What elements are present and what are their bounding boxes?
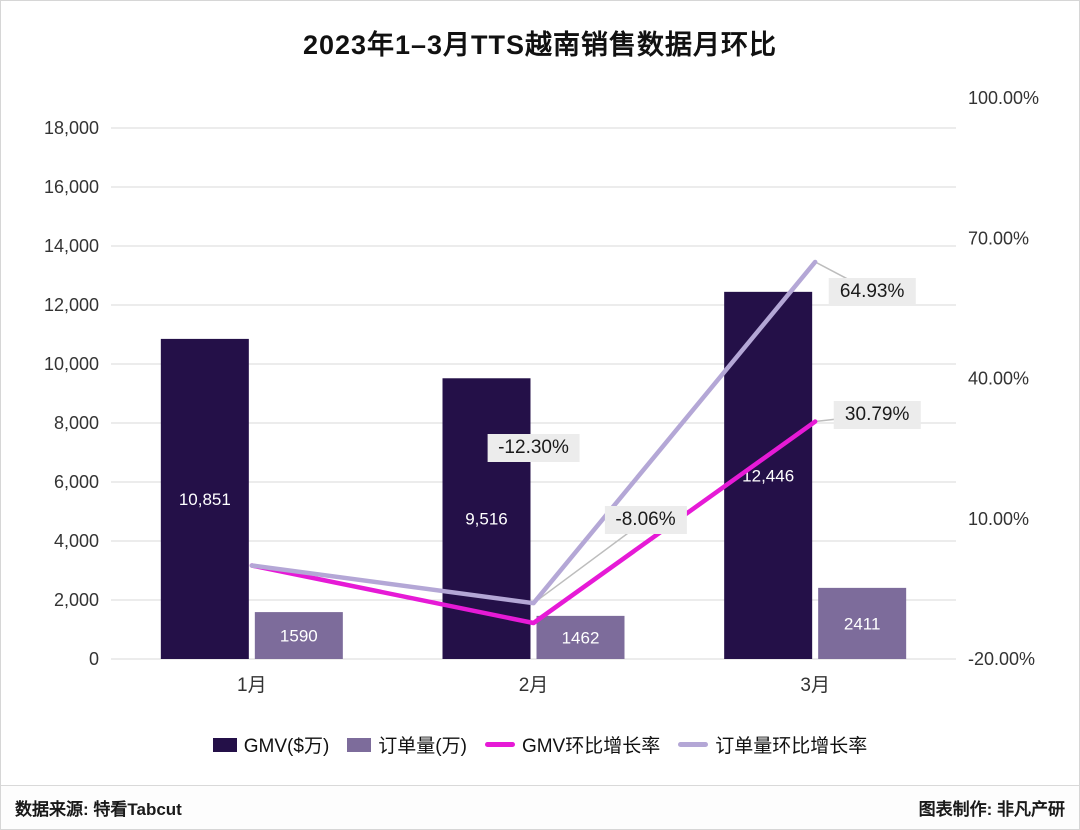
orders-bar [536,615,625,659]
legend-bar-swatch [212,737,237,752]
bar-value-label: 12,446 [742,466,794,485]
left-axis-tick: 8,000 [54,413,99,433]
legend-label: 订单量(万) [378,736,467,757]
left-axis-tick: 14,000 [44,236,99,256]
left-axis-tick: 4,000 [54,531,99,551]
x-axis-label: 2月 [519,675,549,696]
gmv-bar [160,338,249,659]
x-axis-label: 3月 [800,675,830,696]
callout-leader-line [814,261,873,293]
left-axis-tick: 2,000 [54,590,99,610]
right-axis-tick: -20.00% [968,649,1035,669]
right-axis-tick: 40.00% [968,369,1029,389]
legend-item: 订单量(万) [347,731,467,758]
left-axis-tick: 6,000 [54,472,99,492]
orders-bar [254,612,343,659]
chart-legend: GMV($万) 订单量(万) GMV环比增长率 订单量环比增长率 [1,731,1079,758]
callout-leader-line [815,413,878,423]
x-axis-label: 1月 [237,675,267,696]
chart-title: 2023年1–3月TTS越南销售数据月环比 [302,30,778,60]
bar-value-label: 9,516 [465,510,508,529]
bar-value-label: 2411 [844,614,881,633]
data-source-text: 数据来源: 特看Tabcut [15,800,182,819]
gmv-growth-line [249,419,818,626]
legend-item: GMV($万) [212,731,330,758]
legend-label: GMV环比增长率 [521,736,661,757]
left-axis-tick: 16,000 [44,177,99,197]
bar-value-label: 1590 [280,627,318,646]
left-axis-tick: 10,000 [44,354,99,374]
bar-value-label: 10,851 [179,490,231,509]
left-axis-tick: 0 [89,649,99,669]
legend-line-swatch [484,742,515,747]
left-axis-tick: 12,000 [44,295,99,315]
legend-item: 订单量环比增长率 [678,731,867,758]
right-axis-tick: 100.00% [968,88,1039,108]
right-axis-tick: 10.00% [968,509,1029,529]
footer: 数据来源: 特看Tabcut 图表制作: 非凡产研 [1,785,1079,829]
legend-item: GMV环比增长率 [484,731,661,758]
legend-label: GMV($万) [243,736,330,757]
orders-bar [818,587,907,659]
bar-value-label: 1462 [562,628,600,647]
legend-line-swatch [678,742,709,747]
chart-credit-text: 图表制作: 非凡产研 [918,800,1065,819]
left-axis-tick: 18,000 [44,118,99,138]
orders-growth-line [249,259,818,606]
right-axis-tick: 70.00% [968,228,1029,248]
legend-label: 订单量环比增长率 [715,736,868,757]
legend-bar-swatch [347,737,372,752]
